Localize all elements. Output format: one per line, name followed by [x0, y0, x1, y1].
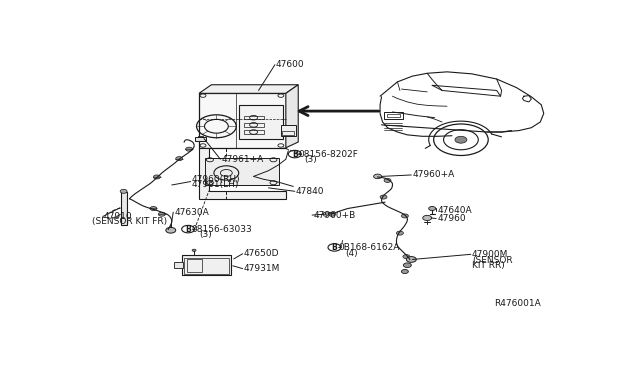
Circle shape — [158, 212, 165, 216]
Text: R476001A: R476001A — [494, 299, 541, 308]
Text: 47910: 47910 — [104, 212, 132, 221]
Circle shape — [423, 215, 431, 221]
Bar — [182, 255, 231, 275]
Text: (3): (3) — [305, 155, 317, 164]
Text: 08156-8202F: 08156-8202F — [298, 150, 358, 158]
Circle shape — [380, 195, 387, 199]
Bar — [195, 137, 206, 141]
Text: 47960(RH): 47960(RH) — [191, 175, 240, 184]
Circle shape — [328, 212, 335, 216]
Circle shape — [150, 206, 157, 211]
Text: (3): (3) — [199, 230, 212, 239]
Circle shape — [120, 189, 127, 193]
Circle shape — [176, 157, 182, 161]
Bar — [387, 114, 401, 118]
Circle shape — [406, 257, 416, 262]
Circle shape — [154, 175, 161, 179]
Polygon shape — [286, 85, 298, 148]
Bar — [174, 262, 183, 268]
Text: 0B168-6162A: 0B168-6162A — [338, 243, 399, 252]
Text: 47960: 47960 — [437, 214, 466, 223]
Circle shape — [396, 231, 403, 235]
Text: 47961(LH): 47961(LH) — [191, 180, 239, 189]
Text: 47840: 47840 — [296, 187, 324, 196]
Text: KIT RR): KIT RR) — [472, 261, 504, 270]
Circle shape — [186, 147, 193, 151]
Text: 47630A: 47630A — [174, 208, 209, 217]
Circle shape — [374, 174, 381, 179]
Bar — [184, 258, 229, 274]
Circle shape — [384, 179, 391, 182]
Circle shape — [429, 206, 436, 211]
Text: 47600: 47600 — [276, 60, 305, 69]
Bar — [282, 131, 294, 135]
Text: 47931M: 47931M — [244, 264, 280, 273]
Bar — [281, 125, 296, 136]
Text: 47640A: 47640A — [437, 206, 472, 215]
Bar — [121, 192, 127, 225]
Bar — [244, 116, 264, 119]
Circle shape — [403, 263, 412, 267]
Bar — [187, 260, 202, 272]
Text: (4): (4) — [346, 248, 358, 258]
Text: 47960+B: 47960+B — [313, 211, 355, 219]
Text: B: B — [292, 150, 298, 158]
Text: B: B — [332, 243, 337, 252]
Text: (SENSOR KIT FR): (SENSOR KIT FR) — [92, 217, 168, 226]
Circle shape — [403, 254, 410, 259]
Polygon shape — [199, 85, 298, 93]
Bar — [239, 105, 284, 139]
Text: B: B — [185, 225, 191, 234]
Circle shape — [401, 269, 408, 273]
Circle shape — [192, 249, 196, 251]
Text: 08156-63033: 08156-63033 — [191, 225, 252, 234]
Circle shape — [401, 214, 408, 218]
Text: 47650D: 47650D — [244, 249, 279, 258]
Text: 47900M: 47900M — [472, 250, 508, 259]
Bar — [244, 123, 264, 126]
Text: (SENSOR: (SENSOR — [472, 256, 513, 264]
Circle shape — [455, 136, 467, 143]
Bar — [383, 112, 403, 119]
Polygon shape — [199, 148, 286, 199]
Bar — [244, 130, 264, 134]
Text: 47960+A: 47960+A — [412, 170, 454, 179]
Text: 47961+A: 47961+A — [221, 155, 264, 164]
Bar — [205, 158, 280, 185]
Bar — [199, 93, 286, 148]
Circle shape — [166, 227, 176, 233]
